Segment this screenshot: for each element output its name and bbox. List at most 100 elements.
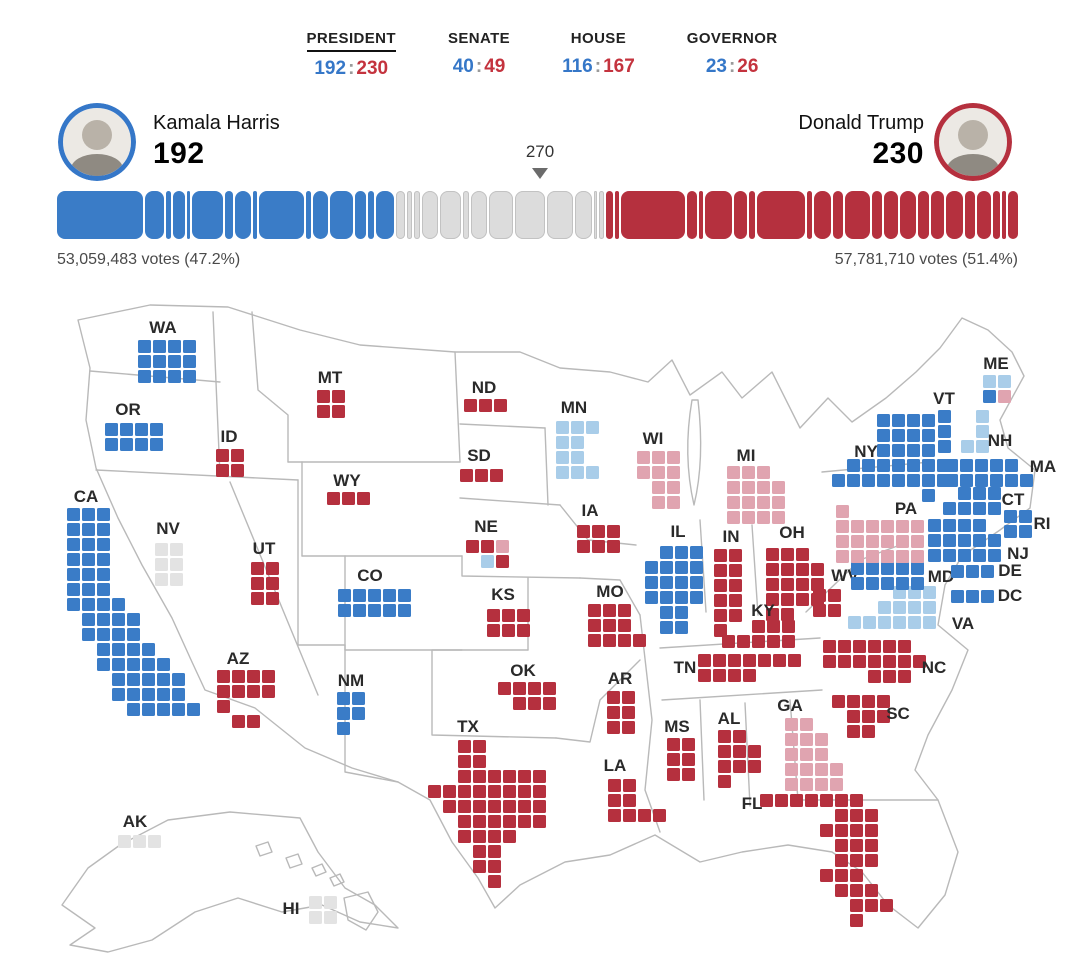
bar-segment-dem[interactable] (224, 191, 233, 239)
ev-square (718, 730, 731, 743)
bar-segment-dem[interactable] (165, 191, 171, 239)
state-label-MD: MD (927, 567, 955, 586)
bar-segment-dem[interactable] (144, 191, 164, 239)
harris-ev-count: 192 (153, 137, 205, 170)
bar-segment-dem[interactable] (312, 191, 329, 239)
state-label-MN: MN (560, 398, 588, 417)
ev-square (883, 670, 896, 683)
bar-segment-und[interactable] (547, 191, 573, 239)
bar-segment-und[interactable] (414, 191, 421, 239)
bar-segment-rep[interactable] (872, 191, 882, 239)
bar-segment-rep[interactable] (734, 191, 748, 239)
bar-segment-und[interactable] (574, 191, 593, 239)
ev-square (862, 710, 875, 723)
ev-square (368, 604, 381, 617)
bar-segment-dem[interactable] (252, 191, 258, 239)
bar-segment-und[interactable] (462, 191, 470, 239)
bar-segment-rep[interactable] (807, 191, 812, 239)
ev-square (796, 578, 809, 591)
bar-segment-und[interactable] (440, 191, 461, 239)
bar-segment-rep[interactable] (705, 191, 733, 239)
bar-segment-dem[interactable] (192, 191, 223, 239)
bar-segment-dem[interactable] (330, 191, 353, 239)
bar-segment-rep[interactable] (976, 191, 992, 239)
ev-square (951, 590, 964, 603)
ev-square (850, 839, 863, 852)
ev-square (1005, 459, 1018, 472)
bar-segment-und[interactable] (422, 191, 439, 239)
bar-segment-dem[interactable] (305, 191, 311, 239)
bar-segment-rep[interactable] (931, 191, 944, 239)
bar-segment-rep[interactable] (833, 191, 843, 239)
ev-square (743, 654, 756, 667)
ev-square (667, 768, 680, 781)
ev-square (488, 815, 501, 828)
bar-segment-dem[interactable] (354, 191, 366, 239)
bar-segment-rep[interactable] (900, 191, 917, 239)
ev-square (170, 543, 183, 556)
bar-segment-und[interactable] (599, 191, 605, 239)
bar-segment-und[interactable] (395, 191, 406, 239)
ev-square (232, 670, 245, 683)
tab-president[interactable]: PRESIDENT 192:230 (306, 30, 396, 80)
bar-segment-dem[interactable] (187, 191, 191, 239)
ev-square (97, 553, 110, 566)
bar-segment-rep[interactable] (757, 191, 806, 239)
ev-square (698, 669, 711, 682)
bar-segment-rep[interactable] (883, 191, 899, 239)
ev-square (767, 620, 780, 633)
bar-segment-rep[interactable] (614, 191, 620, 239)
state-label-DC: DC (997, 586, 1023, 605)
state-label-SD: SD (467, 446, 491, 465)
bar-segment-rep[interactable] (686, 191, 697, 239)
bar-segment-rep[interactable] (606, 191, 613, 239)
ev-square (973, 502, 986, 515)
bar-segment-rep[interactable] (945, 191, 964, 239)
bar-segment-dem[interactable] (367, 191, 375, 239)
bar-segment-dem[interactable] (57, 191, 143, 239)
bar-segment-und[interactable] (489, 191, 514, 239)
bar-segment-rep[interactable] (1008, 191, 1018, 239)
ev-square (851, 535, 864, 548)
ev-square (766, 548, 779, 561)
tab-senate[interactable]: SENATE 40:49 (448, 30, 510, 80)
ev-square (714, 579, 727, 592)
tab-house[interactable]: HOUSE 116:167 (562, 30, 635, 80)
bar-segment-rep[interactable] (844, 191, 871, 239)
ev-square (458, 830, 471, 843)
bar-segment-und[interactable] (515, 191, 546, 239)
ev-square (896, 535, 909, 548)
ev-square (633, 634, 646, 647)
ev-square (150, 438, 163, 451)
ev-square (850, 854, 863, 867)
tab-label: GOVERNOR (686, 30, 778, 47)
bar-segment-rep[interactable] (918, 191, 930, 239)
bar-segment-rep[interactable] (965, 191, 975, 239)
tab-label: SENATE (447, 30, 511, 47)
tab-governor[interactable]: GOVERNOR 23:26 (687, 30, 778, 80)
ev-square (865, 839, 878, 852)
ev-square (928, 519, 941, 532)
bar-segment-rep[interactable] (749, 191, 756, 239)
bar-segment-und[interactable] (407, 191, 413, 239)
ev-square (922, 474, 935, 487)
bar-segment-rep[interactable] (993, 191, 1000, 239)
ev-square (796, 593, 809, 606)
bar-segment-dem[interactable] (234, 191, 251, 239)
state-label-VA: VA (951, 614, 975, 633)
bar-segment-rep[interactable] (813, 191, 832, 239)
ev-square (112, 688, 125, 701)
bar-segment-und[interactable] (471, 191, 488, 239)
bar-segment-rep[interactable] (698, 191, 704, 239)
bar-segment-rep[interactable] (621, 191, 685, 239)
ev-square (652, 466, 665, 479)
bar-segment-rep[interactable] (1001, 191, 1007, 239)
ev-square (473, 830, 486, 843)
ev-square (142, 643, 155, 656)
bar-segment-dem[interactable] (172, 191, 186, 239)
bar-segment-dem[interactable] (259, 191, 304, 239)
ev-square (866, 535, 879, 548)
ev-square (82, 628, 95, 641)
bar-segment-dem[interactable] (376, 191, 394, 239)
bar-segment-und[interactable] (594, 191, 598, 239)
